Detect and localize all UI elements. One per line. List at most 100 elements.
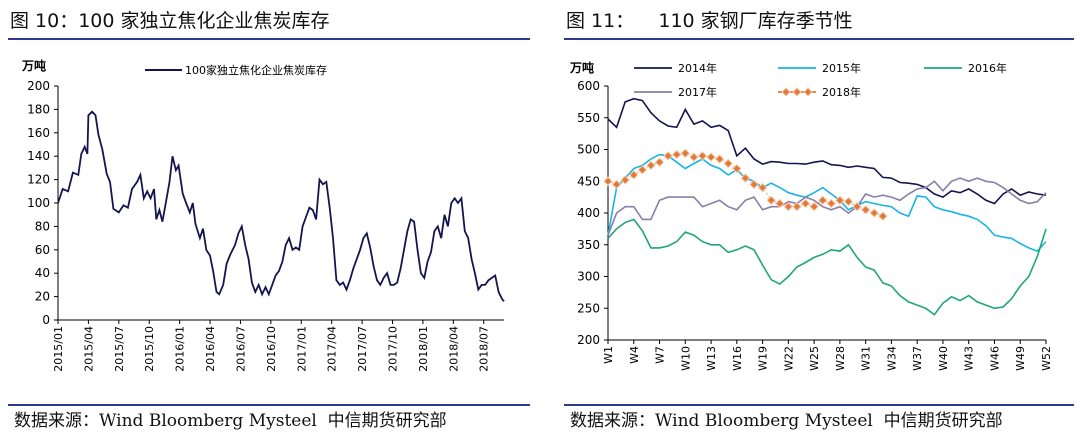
series-marker <box>766 195 776 206</box>
series-marker <box>792 201 802 212</box>
series-line <box>57 110 505 302</box>
x-tick-label: 2015/07 <box>113 326 126 372</box>
series-line <box>607 177 1047 236</box>
series-marker <box>697 151 708 161</box>
source-providers: Wind Bloomberg Mysteel <box>99 411 317 431</box>
series-marker <box>869 208 879 218</box>
series-marker <box>826 198 837 209</box>
series-line <box>607 153 1047 253</box>
legend-label: 2018年 <box>822 85 861 99</box>
x-tick-label: W13 <box>705 346 718 371</box>
x-tick-label: 2017/07 <box>356 326 369 372</box>
x-tick-label: 2015/10 <box>143 326 156 372</box>
y-axis-unit: 万吨 <box>21 58 46 73</box>
y-tick-label: 500 <box>577 143 600 157</box>
series-marker <box>689 152 699 162</box>
source-org: 中信期货研究部 <box>327 411 447 431</box>
series-marker <box>654 157 665 167</box>
x-tick-label: W1 <box>602 346 615 364</box>
y-tick-label: 550 <box>577 111 600 125</box>
series-marker <box>732 163 742 174</box>
x-tick-label: W4 <box>628 346 641 364</box>
series-marker <box>637 165 648 175</box>
series-marker <box>817 195 828 206</box>
steel-mill-seasonal-chart: 万吨 200 250 300 350 400 450 500 550 600 W1 W4 W7 W10 W1… <box>569 60 1053 371</box>
y-tick-label: 120 <box>27 173 50 187</box>
x-tick-label: W37 <box>911 346 924 371</box>
source-rule <box>564 404 1074 406</box>
legend-label: 2015年 <box>822 61 861 75</box>
x-tick-label: W7 <box>654 346 667 364</box>
y-tick-label: 400 <box>577 206 600 220</box>
y-tick-label: 450 <box>577 174 600 188</box>
x-tick-label: 2017/10 <box>387 326 400 372</box>
x-tick-label: W28 <box>834 346 847 371</box>
y-tick-label: 350 <box>577 238 600 252</box>
source-note: 数据来源：Wind Bloomberg Mysteel 中信期货研究部 <box>570 406 1003 431</box>
x-tick-label: W34 <box>885 346 898 371</box>
source-rule <box>8 404 530 406</box>
y-tick-label: 40 <box>35 266 50 280</box>
x-tick-label: 2018/01 <box>417 326 430 372</box>
series-marker <box>680 148 691 159</box>
x-tick-label: W52 <box>1040 346 1053 371</box>
x-tick-label: 2016/10 <box>265 326 278 372</box>
series-marker <box>714 154 725 164</box>
x-tick-label: 2018/04 <box>447 326 460 372</box>
legend-marker <box>792 87 802 97</box>
y-tick-label: 250 <box>577 301 600 315</box>
series-marker <box>646 160 656 171</box>
series-marker <box>757 182 768 193</box>
y-tick-label: 160 <box>27 126 50 140</box>
series-marker <box>860 205 871 215</box>
series-marker <box>835 195 845 206</box>
series-marker <box>620 175 630 185</box>
series-marker <box>603 176 613 186</box>
y-axis-unit: 万吨 <box>569 60 594 75</box>
series-marker <box>775 198 785 209</box>
x-tick-label: W22 <box>782 346 795 371</box>
series-marker <box>800 198 811 209</box>
y-tick-label: 200 <box>27 79 50 93</box>
x-tick-label: W43 <box>963 346 976 371</box>
source-label: 数据来源： <box>570 411 655 431</box>
legend-label: 2016年 <box>968 61 1007 75</box>
source-providers: Wind Bloomberg Mysteel <box>655 411 873 431</box>
x-tick-label: W19 <box>757 346 770 371</box>
series-marker <box>878 211 888 221</box>
x-tick-label: 2017/01 <box>295 326 308 372</box>
right-figure: 图 11： 110 家钢厂库存季节性 万吨 200 250 300 350 400 450 5… <box>556 0 1080 437</box>
y-tick-label: 100 <box>27 196 50 210</box>
x-tick-label: W10 <box>679 346 692 371</box>
left-figure: 图 10：100 家独立焦化企业焦炭库存 万吨 0 20 40 60 80 100 120 14… <box>0 0 536 437</box>
x-tick-label: W40 <box>937 346 950 371</box>
series-marker <box>706 152 716 162</box>
legend-marker <box>781 87 791 97</box>
series-marker <box>723 158 733 169</box>
series-line <box>607 97 1047 205</box>
figure-title: 图 11： 110 家钢厂库存季节性 <box>566 10 853 32</box>
series-marker <box>663 151 673 161</box>
series-marker <box>783 201 794 212</box>
x-tick-label: W46 <box>988 346 1001 371</box>
legend-label: 2014年 <box>678 61 717 75</box>
source-label: 数据来源： <box>14 411 99 431</box>
series-marker <box>671 149 682 160</box>
x-tick-label: 2017/04 <box>326 326 339 372</box>
series-marker <box>852 201 862 212</box>
x-tick-label: W16 <box>731 346 744 371</box>
series-line <box>607 218 1047 316</box>
x-tick-label: 2018/07 <box>478 326 491 372</box>
title-rule <box>564 38 1074 40</box>
series-marker <box>611 179 622 190</box>
y-tick-label: 140 <box>27 149 50 163</box>
series-marker <box>809 201 819 212</box>
series-marker <box>740 173 751 183</box>
y-tick-label: 0 <box>42 313 50 327</box>
x-tick-label: 2016/04 <box>204 326 217 372</box>
source-note: 数据来源：Wind Bloomberg Mysteel 中信期货研究部 <box>14 406 447 431</box>
x-tick-label: W49 <box>1014 346 1027 371</box>
title-rule <box>8 38 530 40</box>
legend-label: 2017年 <box>678 85 717 99</box>
series-marker <box>843 196 854 207</box>
